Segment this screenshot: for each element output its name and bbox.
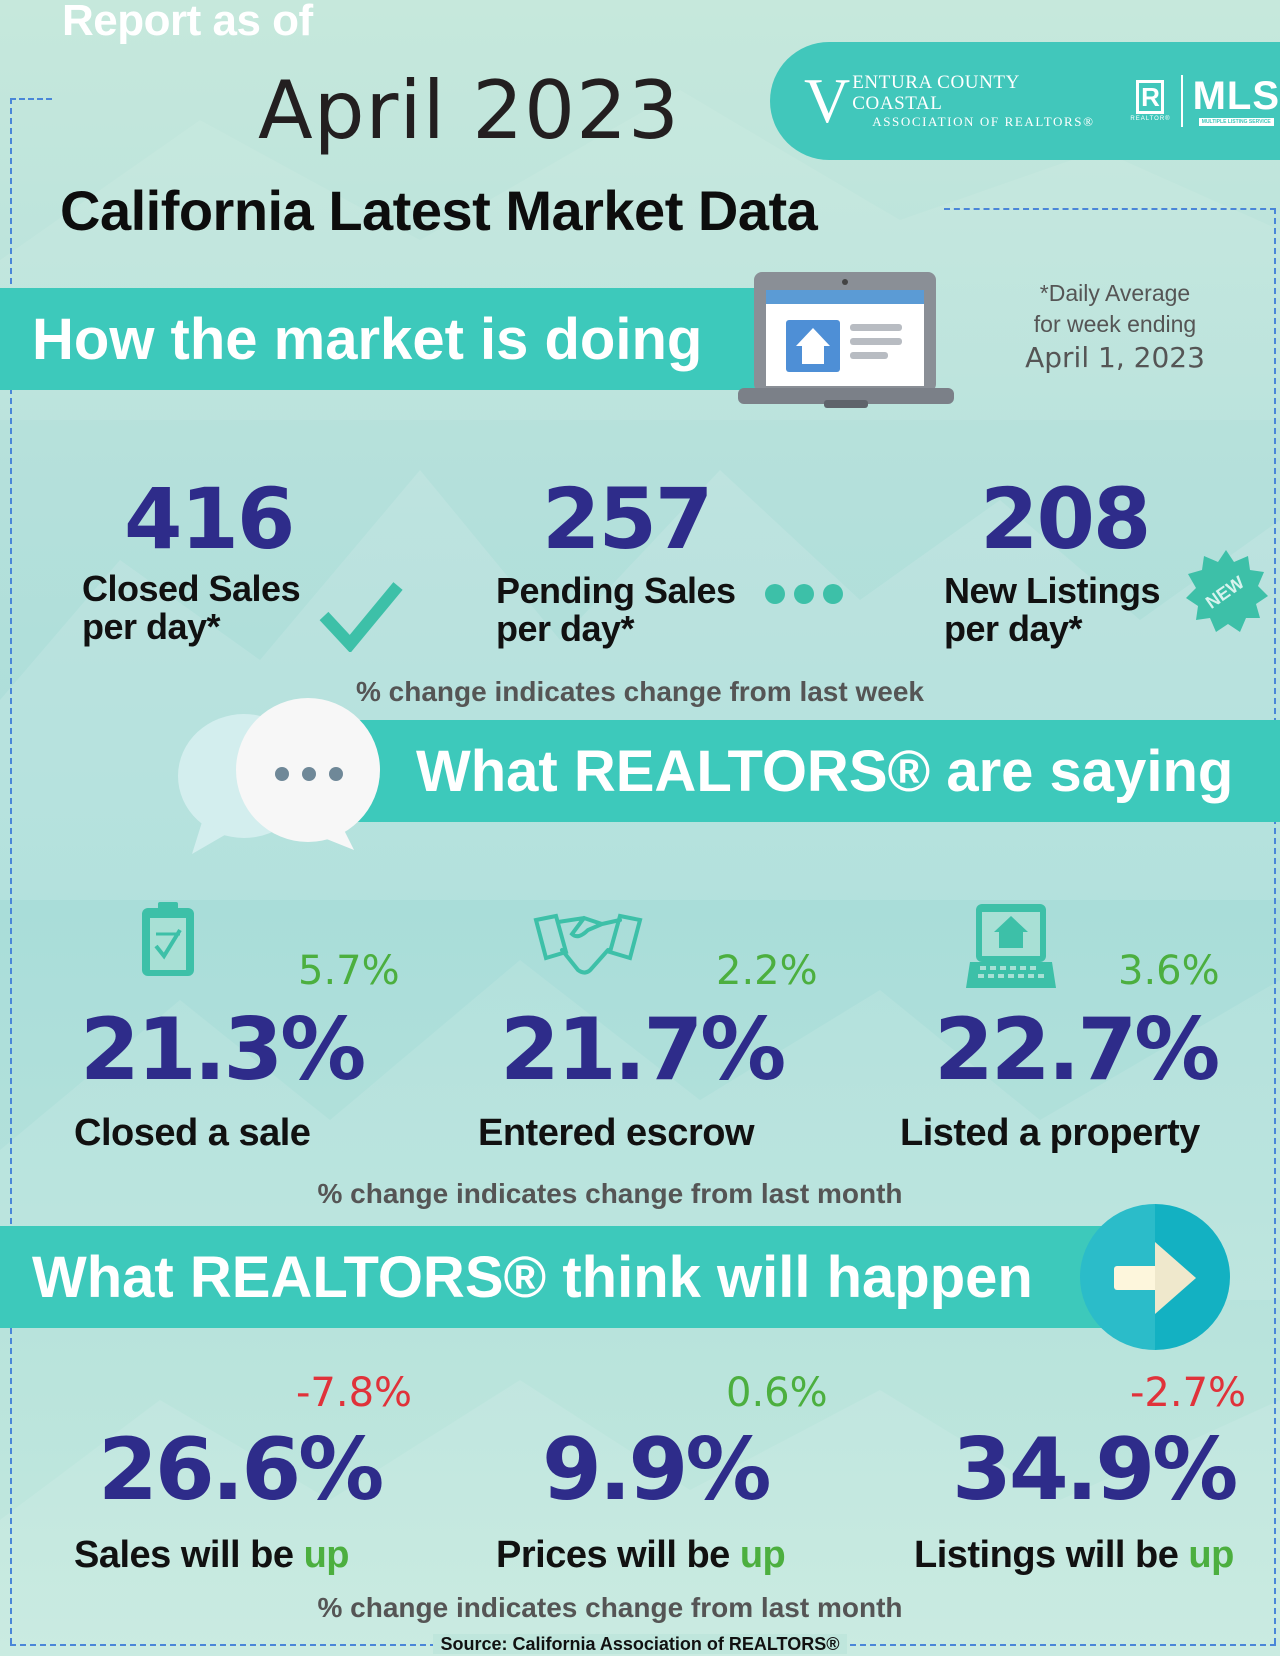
- new-badge-icon: NEW: [1186, 550, 1268, 632]
- daily-note-line-1: *Daily Average: [1039, 280, 1191, 306]
- source-text: Source: California Association of REALTO…: [432, 1634, 848, 1654]
- arrow-right-circle-icon: [1080, 1204, 1230, 1350]
- realtor-r-icon: R: [1136, 80, 1165, 114]
- page-title: California Latest Market Data: [60, 179, 818, 242]
- checkmark-icon: [319, 582, 403, 652]
- closed-sale-change: 5.7%: [298, 948, 400, 994]
- sales-outlook-value: 26.6%: [98, 1420, 384, 1520]
- closed-sales-label-line1: Closed Sales: [82, 568, 301, 609]
- weekly-change-note: % change indicates change from last week: [356, 676, 924, 707]
- frame-left-dash: [10, 98, 12, 1644]
- sales-outlook-label: Sales will be up: [74, 1534, 350, 1577]
- ellipsis-dots-icon: [765, 584, 843, 604]
- closed-sales-label: Closed Sales per day*: [82, 568, 301, 647]
- listings-outlook-label: Listings will be up: [914, 1534, 1234, 1577]
- closed-sale-value: 21.3%: [80, 1000, 366, 1100]
- speech-bubbles-icon: [178, 698, 380, 854]
- sales-outlook-change: -7.8%: [296, 1370, 413, 1416]
- prices-outlook-label-text: Prices will be: [496, 1534, 740, 1576]
- listed-property-label: Listed a property: [900, 1112, 1200, 1154]
- daily-note-date: April 1, 2023: [1025, 341, 1205, 374]
- closed-sales-value: 416: [124, 470, 295, 568]
- entered-escrow-value: 21.7%: [500, 1000, 786, 1100]
- prices-outlook-change: 0.6%: [726, 1370, 828, 1416]
- daily-average-note: *Daily Average for week ending April 1, …: [1000, 278, 1230, 373]
- listings-outlook-up: up: [1188, 1534, 1234, 1576]
- pending-sales-label-line1: Pending Sales: [496, 570, 736, 611]
- report-as-of-label: Report as of: [62, 0, 313, 45]
- handshake-icon: [533, 913, 643, 975]
- section-heading-market: How the market is doing: [0, 288, 760, 390]
- entered-escrow-change: 2.2%: [716, 948, 818, 994]
- frame-top-right-dash: [944, 208, 1276, 210]
- logo-divider: [1180, 75, 1183, 127]
- closed-sales-label-line2: per day*: [82, 606, 221, 647]
- section-heading-saying: What REALTORS® are saying: [320, 720, 1280, 822]
- logo-line-1: ENTURA COUNTY COASTAL: [852, 71, 1020, 114]
- listings-outlook-change: -2.7%: [1130, 1370, 1247, 1416]
- sales-outlook-up: up: [303, 1534, 350, 1576]
- laptop-listing-icon: [738, 272, 954, 408]
- pending-sales-label: Pending Sales per day*: [496, 572, 736, 648]
- logo-line-2: ASSOCIATION OF REALTORS®: [872, 113, 1095, 129]
- pending-sales-value: 257: [542, 470, 713, 568]
- mls-sub-label: MULTIPLE LISTING SERVICE: [1198, 118, 1274, 126]
- logo-text: ENTURA COUNTY COASTAL ASSOCIATION OF REA…: [852, 71, 1110, 129]
- monthly-change-note-1: % change indicates change from last mont…: [317, 1178, 903, 1209]
- listings-outlook-label-text: Listings will be: [914, 1534, 1189, 1576]
- realtor-sub-label: REALTOR®: [1130, 116, 1171, 122]
- listings-outlook-value: 34.9%: [952, 1420, 1238, 1520]
- pending-sales-label-line2: per day*: [496, 608, 635, 649]
- mls-logo: MLS MULTIPLE LISTING SERVICE: [1193, 76, 1280, 126]
- daily-note-line-2: for week ending: [1033, 311, 1197, 337]
- closed-sale-label: Closed a sale: [74, 1112, 311, 1154]
- entered-escrow-label: Entered escrow: [478, 1112, 755, 1154]
- logo-v-letter: V: [804, 65, 851, 136]
- clipboard-icon: [142, 902, 194, 976]
- new-listings-value: 208: [980, 470, 1151, 568]
- laptop-house-icon: [966, 904, 1056, 988]
- prices-outlook-label: Prices will be up: [496, 1534, 786, 1577]
- realtor-logo: R REALTOR®: [1130, 80, 1170, 122]
- sales-outlook-label-text: Sales will be: [74, 1534, 304, 1576]
- prices-outlook-up: up: [739, 1534, 786, 1576]
- source-footer: Source: California Association of REALTO…: [0, 1634, 1280, 1655]
- association-logo-banner: V ENTURA COUNTY COASTAL ASSOCIATION OF R…: [770, 42, 1280, 160]
- new-listings-label-line1: New Listings: [944, 570, 1161, 611]
- frame-right-dash: [1274, 208, 1276, 1644]
- new-listings-label: New Listings per day*: [944, 570, 1161, 649]
- prices-outlook-value: 9.9%: [542, 1420, 772, 1520]
- mls-label: MLS: [1192, 74, 1280, 118]
- section-heading-outlook: What REALTORS® think will happen: [0, 1226, 1120, 1328]
- new-listings-label-line2: per day*: [944, 608, 1083, 649]
- frame-top-left-dash: [10, 98, 52, 100]
- report-month: April 2023: [258, 64, 680, 157]
- monthly-change-note-2: % change indicates change from last mont…: [317, 1592, 903, 1623]
- listed-property-change: 3.6%: [1118, 948, 1220, 994]
- listed-property-value: 22.7%: [934, 1000, 1220, 1100]
